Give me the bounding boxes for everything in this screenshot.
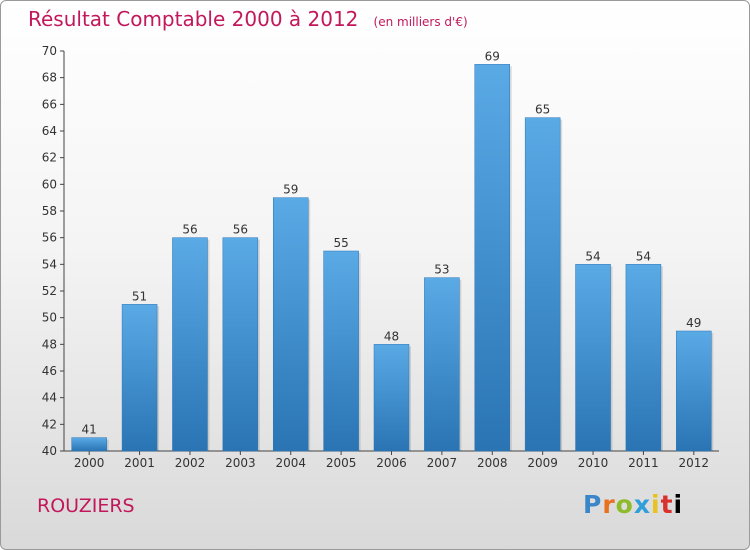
data-label: 54 <box>636 249 651 263</box>
x-tick-label: 2006 <box>376 456 407 470</box>
x-tick-label: 2002 <box>175 456 206 470</box>
y-tick-label: 58 <box>42 204 57 218</box>
data-label: 65 <box>535 103 550 117</box>
logo-letter: o <box>615 490 634 519</box>
title-unit: (en milliers d'€) <box>373 15 468 29</box>
data-label: 55 <box>333 236 348 250</box>
x-tick-label: 2011 <box>628 456 659 470</box>
logo-letter: x <box>633 490 651 519</box>
y-tick-label: 48 <box>42 337 57 351</box>
data-label: 49 <box>686 316 701 330</box>
y-tick-label: 66 <box>42 97 57 111</box>
commune-name: ROUZIERS <box>37 495 135 517</box>
x-tick-label: 2010 <box>578 456 609 470</box>
x-tick-label: 2003 <box>225 456 256 470</box>
bar <box>575 264 611 452</box>
data-label: 56 <box>182 223 197 237</box>
title-main: Résultat Comptable 2000 à 2012 <box>28 7 359 31</box>
bar <box>625 264 662 452</box>
y-tick-label: 70 <box>42 44 57 58</box>
bar <box>323 250 359 452</box>
bar <box>71 437 107 452</box>
data-label: 51 <box>132 289 147 303</box>
bar <box>222 237 259 452</box>
x-tick-label: 2009 <box>527 456 558 470</box>
y-tick-label: 64 <box>42 124 57 138</box>
x-tick-label: 2000 <box>74 456 105 470</box>
data-label: 41 <box>82 423 97 437</box>
data-label: 56 <box>233 223 248 237</box>
x-tick-label: 2001 <box>124 456 155 470</box>
y-tick-label: 42 <box>42 417 57 431</box>
logo-letter: r <box>602 490 616 519</box>
y-tick-label: 50 <box>42 311 57 325</box>
logo-letter: i <box>673 490 684 519</box>
y-tick-label: 62 <box>42 151 57 165</box>
y-tick-label: 60 <box>42 177 57 191</box>
logo-letter: i <box>651 490 661 519</box>
x-tick-label: 2012 <box>679 456 710 470</box>
data-label: 54 <box>585 249 600 263</box>
bar <box>373 344 410 452</box>
proxiti-logo: Proxiti <box>583 490 683 519</box>
x-tick-label: 2007 <box>427 456 458 470</box>
data-label: 53 <box>434 263 449 277</box>
y-tick-label: 44 <box>42 391 57 405</box>
x-tick-label: 2008 <box>477 456 508 470</box>
bar <box>121 304 158 452</box>
chart-title: Résultat Comptable 2000 à 2012 (en milli… <box>28 7 468 31</box>
y-tick-label: 52 <box>42 284 57 298</box>
logo-letter: P <box>583 490 603 519</box>
y-tick-label: 68 <box>42 71 57 85</box>
bar <box>424 277 460 452</box>
y-tick-label: 46 <box>42 364 57 378</box>
y-tick-label: 54 <box>42 257 57 271</box>
y-tick-label: 40 <box>42 444 57 458</box>
data-label: 59 <box>283 183 298 197</box>
data-label: 48 <box>384 329 399 343</box>
bar <box>524 117 561 452</box>
y-tick-label: 56 <box>42 231 57 245</box>
bar <box>272 197 309 452</box>
x-tick-label: 2004 <box>275 456 306 470</box>
bar <box>172 237 208 452</box>
bar <box>474 64 511 452</box>
bar <box>676 330 712 452</box>
x-tick-label: 2005 <box>326 456 357 470</box>
data-label: 69 <box>485 49 500 63</box>
logo-letter: t <box>660 490 674 519</box>
